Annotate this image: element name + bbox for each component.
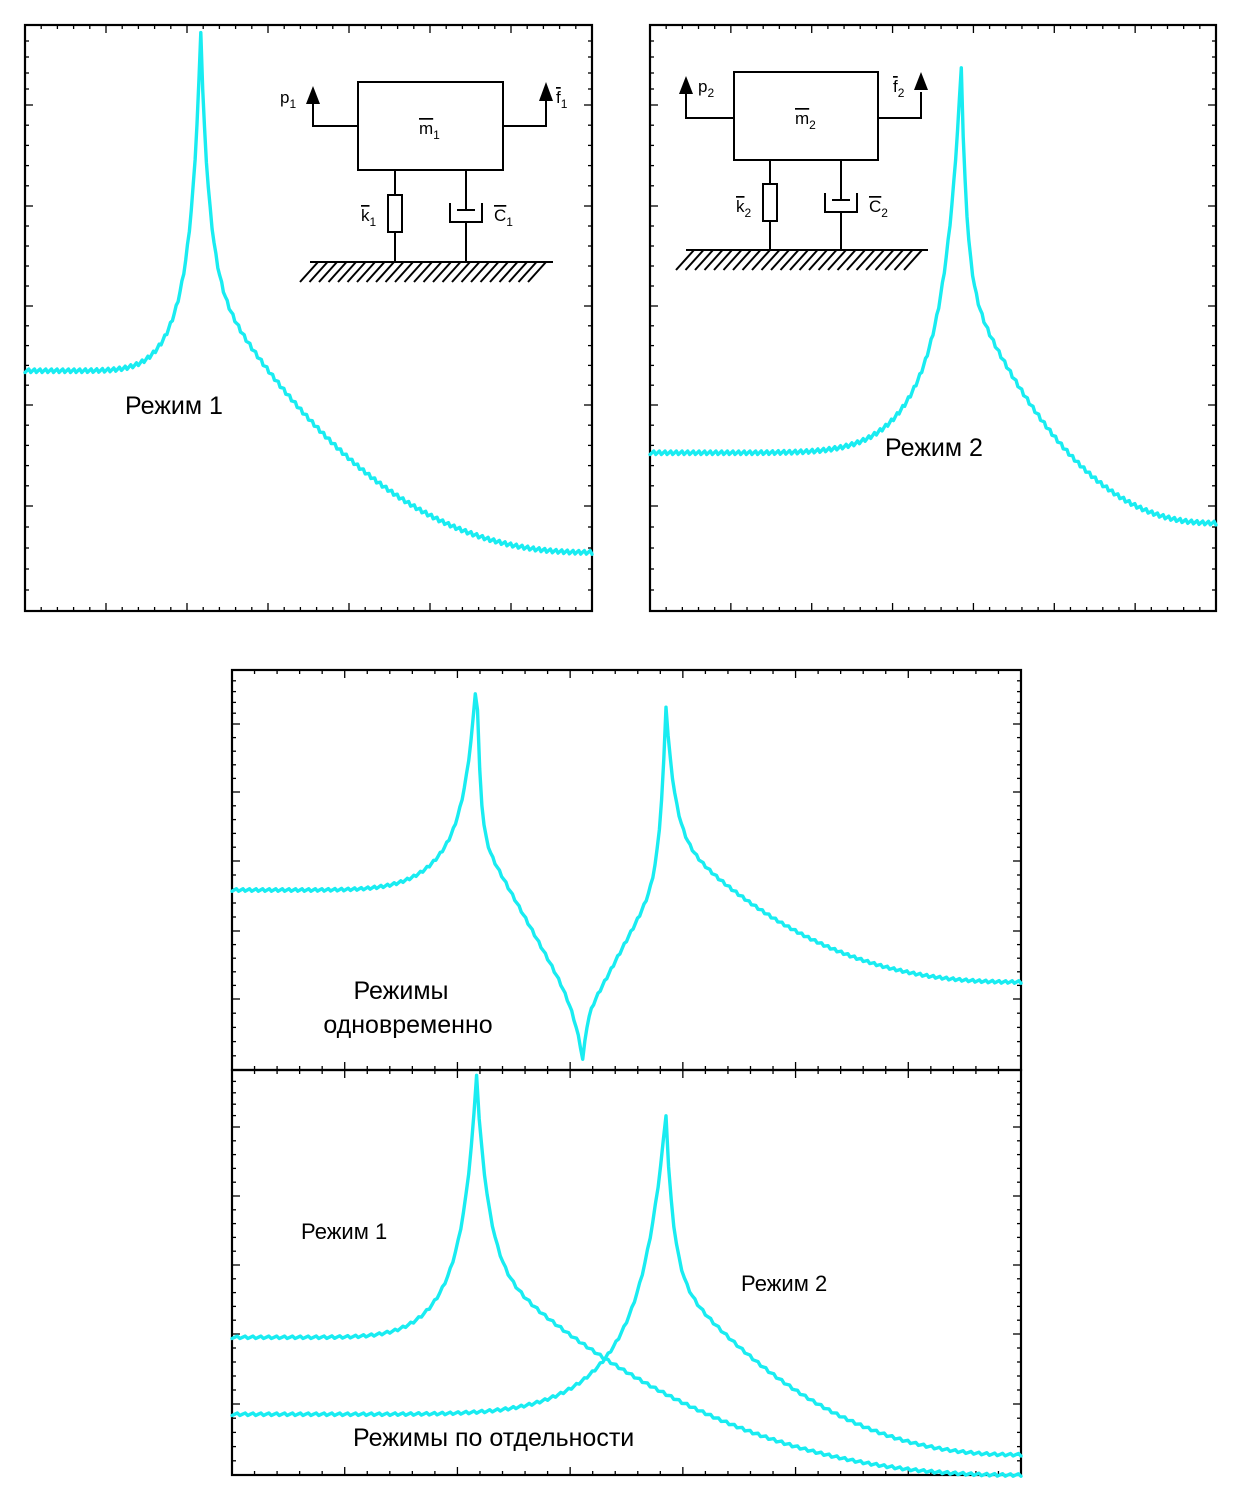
schematic-mode-1: p1 f1 m1 k1 C1 <box>280 81 568 283</box>
ground-hatch <box>675 249 923 271</box>
hatch-stroke <box>884 249 904 271</box>
separate-mode-1-label: Режим 1 <box>301 1219 387 1244</box>
hatch-stroke <box>441 261 462 283</box>
ground-hatch <box>299 261 547 283</box>
hatch-stroke <box>356 261 376 283</box>
damper-symbol: C2 <box>869 197 888 220</box>
separate-mode-2-label: Режим 2 <box>741 1271 827 1296</box>
hatch-stroke <box>751 249 771 271</box>
hatch-stroke <box>675 249 695 271</box>
hatch-stroke <box>346 261 367 283</box>
combined-label-line-2: одновременно <box>323 1011 492 1039</box>
combined-response-curve <box>230 692 1023 1061</box>
hatch-stroke <box>684 249 705 271</box>
panel-3-frame <box>230 668 1023 1072</box>
hatch-stroke <box>808 249 828 271</box>
hatch-stroke <box>779 249 800 271</box>
hatch-stroke <box>827 249 847 271</box>
separate-label: Режимы по отдельности <box>353 1424 634 1452</box>
mass-symbol: m1 <box>419 119 440 142</box>
force-out-symbol: f2 <box>893 77 905 100</box>
mass-symbol: m2 <box>795 109 816 132</box>
mode-1-label: Режим 1 <box>125 392 223 420</box>
mode-2-response-curve <box>648 66 1218 527</box>
hatch-stroke <box>384 261 405 283</box>
hatch-stroke <box>460 261 481 283</box>
spring-element <box>762 183 778 222</box>
hatch-stroke <box>318 261 338 283</box>
hatch-stroke <box>403 261 424 283</box>
hatch-stroke <box>527 261 547 283</box>
hatch-stroke <box>846 249 866 271</box>
force-out-line <box>503 100 547 127</box>
spring-symbol: k1 <box>361 206 377 229</box>
hatch-stroke <box>327 261 348 283</box>
combined-label-line-1: Режимы <box>353 977 448 1005</box>
panel-mode-1: Режим 1 p1 f1 m1 k1 C1 <box>23 23 594 613</box>
force-out-symbol: f1 <box>556 88 568 111</box>
hatch-stroke <box>470 261 490 283</box>
force-out-line <box>878 92 922 119</box>
hatch-stroke <box>770 249 790 271</box>
spring-element <box>387 194 403 233</box>
panel-mode-2: Режим 2 p2 f2 m2 k2 C2 <box>648 23 1218 613</box>
separate-mode-2-curve <box>230 1114 1023 1458</box>
hatch-stroke <box>722 249 743 271</box>
hatch-stroke <box>413 261 433 283</box>
hatch-stroke <box>337 261 357 283</box>
hatch-stroke <box>508 261 528 283</box>
force-out-arrow-icon <box>914 72 928 90</box>
hatch-stroke <box>451 261 471 283</box>
force-out-arrow-icon <box>539 82 553 101</box>
panel-modes-separate: Режим 1 Режим 2 Режимы по отдельности <box>230 1068 1023 1478</box>
spring-symbol: k2 <box>736 197 752 220</box>
hatch-stroke <box>498 261 519 283</box>
force-in-arrow-icon <box>679 76 693 94</box>
hatch-stroke <box>741 249 762 271</box>
hatch-stroke <box>365 261 386 283</box>
hatch-stroke <box>789 249 809 271</box>
hatch-stroke <box>798 249 819 271</box>
mode-1-response-curve <box>23 30 594 556</box>
hatch-stroke <box>732 249 752 271</box>
panel-4-frame <box>230 1068 1023 1477</box>
hatch-stroke <box>694 249 714 271</box>
hatch-stroke <box>836 249 857 271</box>
hatch-stroke <box>479 261 500 283</box>
hatch-stroke <box>817 249 838 271</box>
hatch-stroke <box>517 261 538 283</box>
hatch-stroke <box>760 249 781 271</box>
hatch-stroke <box>893 249 914 271</box>
hatch-stroke <box>713 249 733 271</box>
panel-1-frame <box>23 23 594 613</box>
separate-mode-1-curve <box>230 1073 1023 1478</box>
force-in-symbol: p1 <box>280 88 296 111</box>
schematic-mode-2: p2 f2 m2 k2 C2 <box>675 71 928 271</box>
hatch-stroke <box>865 249 885 271</box>
hatch-stroke <box>903 249 923 271</box>
hatch-stroke <box>489 261 509 283</box>
hatch-stroke <box>308 261 329 283</box>
hatch-stroke <box>375 261 395 283</box>
hatch-stroke <box>394 261 414 283</box>
hatch-stroke <box>432 261 452 283</box>
mass-block <box>733 71 879 161</box>
mode-2-label: Режим 2 <box>885 434 983 462</box>
hatch-stroke <box>703 249 724 271</box>
hatch-stroke <box>855 249 876 271</box>
panel-2-frame <box>648 23 1218 613</box>
force-in-line <box>685 92 734 119</box>
panel-modes-combined: Режимы одновременно <box>230 668 1023 1072</box>
force-in-line <box>312 100 358 127</box>
hatch-stroke <box>299 261 319 283</box>
force-in-symbol: p2 <box>698 77 714 100</box>
hatch-stroke <box>422 261 443 283</box>
hatch-stroke <box>874 249 895 271</box>
damper-symbol: C1 <box>494 206 513 229</box>
force-in-arrow-icon <box>306 86 320 104</box>
